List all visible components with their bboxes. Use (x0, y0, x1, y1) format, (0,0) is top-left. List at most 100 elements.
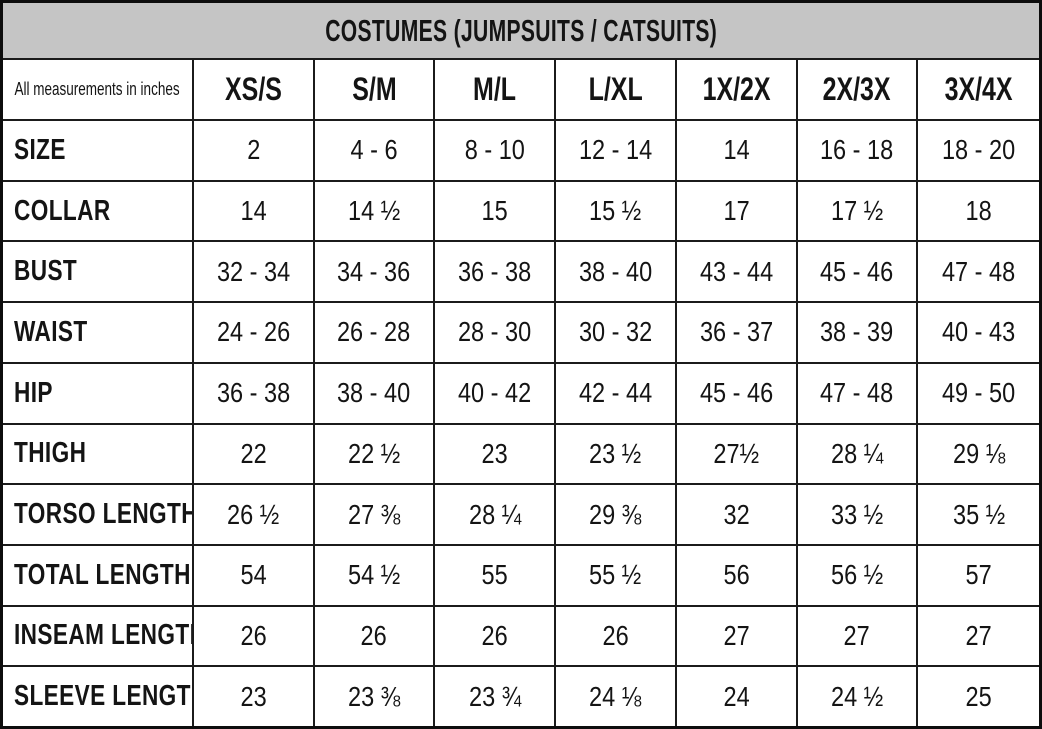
row-label: WAIST (14, 315, 88, 348)
table-cell: 55 (435, 545, 557, 605)
table-cell: 22 ½ (315, 424, 436, 484)
table-cell: 54 (194, 545, 315, 605)
table-cell: 18 - 20 (942, 134, 1016, 166)
table-cell: 57 (965, 559, 992, 591)
measurement-note-cell: All measurements in inches (3, 60, 194, 119)
row-label: THIGH (14, 437, 87, 470)
row-label: SIZE (14, 133, 66, 166)
table-cell: 56 (677, 545, 798, 605)
table-cell: 23 (194, 667, 315, 727)
row-label-cell: BUST (3, 242, 194, 302)
row-label: TOTAL LENGTH (14, 558, 191, 591)
table-row-thigh: THIGH 22 22 ½ 23 23 ½ 27½ 28 ¼ 29 ⅛ (3, 424, 1039, 486)
table-cell: 23 ¾ (435, 667, 557, 727)
row-label: TORSO LENGTH (14, 498, 194, 531)
table-row-waist: WAIST 24 - 26 26 - 28 28 - 30 30 - 32 36… (3, 303, 1039, 364)
row-label-cell: TORSO LENGTH (3, 485, 194, 544)
table-cell: 18 (965, 195, 992, 227)
column-header-label: M/L (473, 71, 517, 107)
table-cell: 12 - 14 (556, 121, 677, 180)
table-cell: 14 (194, 181, 315, 241)
column-header-l-xl: L/XL (556, 60, 677, 119)
table-cell: 15 ½ (556, 181, 677, 241)
column-header-m-l: M/L (435, 60, 557, 119)
table-cell: 29 ⅜ (556, 485, 677, 544)
row-label-cell: TOTAL LENGTH (3, 545, 194, 605)
table-cell: 47 - 48 (942, 255, 1016, 287)
row-label: COLLAR (14, 194, 111, 227)
table-cell: 27½ (677, 424, 798, 484)
table-cell: 33 ½ (798, 485, 919, 544)
table-cell: 27 (798, 606, 919, 666)
table-cell: 27 ⅜ (315, 485, 436, 544)
table-title: COSTUMES (JUMPSUITS / CATSUITS) (325, 12, 717, 48)
column-header-label: 3X/4X (944, 71, 1013, 107)
column-header-3x-4x: 3X/4X (918, 60, 1039, 119)
table-cell: 26 (556, 606, 677, 666)
table-cell: 14 (677, 121, 798, 180)
table-cell: 24 ½ (798, 667, 919, 727)
table-cell: 45 - 46 (798, 242, 919, 302)
table-cell: 35 ½ (952, 498, 1005, 530)
table-cell: 23 ⅜ (315, 667, 436, 727)
table-cell: 42 - 44 (556, 363, 677, 423)
table-cell: 45 - 46 (677, 363, 798, 423)
table-row-hip: HIP 36 - 38 38 - 40 40 - 42 42 - 44 45 -… (3, 363, 1039, 425)
column-header-s-m: S/M (315, 60, 436, 119)
table-cell: 47 - 48 (798, 363, 919, 423)
row-label-cell: THIGH (3, 424, 194, 484)
column-header-2x-3x: 2X/3X (798, 60, 919, 119)
table-row-total-length: TOTAL LENGTH 54 54 ½ 55 55 ½ 56 56 ½ 57 (3, 545, 1039, 607)
row-label-cell: COLLAR (3, 181, 194, 241)
table-cell: 26 (435, 606, 557, 666)
table-cell: 27 (677, 606, 798, 666)
row-label-cell: SLEEVE LENGTH (3, 667, 194, 727)
table-cell: 25 (965, 680, 992, 712)
table-cell: 43 - 44 (677, 242, 798, 302)
row-label-cell: SIZE (3, 121, 194, 180)
table-cell: 23 ½ (556, 424, 677, 484)
table-cell: 8 - 10 (435, 121, 557, 180)
row-label-cell: WAIST (3, 303, 194, 362)
column-header-label: 2X/3X (822, 71, 891, 107)
measurement-note: All measurements in inches (14, 79, 181, 99)
table-cell: 38 - 39 (798, 303, 919, 362)
table-row-sleeve-length: SLEEVE LENGTH 23 23 ⅜ 23 ¾ 24 ⅛ 24 24 ½ … (3, 667, 1039, 727)
table-cell: 32 (677, 485, 798, 544)
table-cell: 26 ½ (194, 485, 315, 544)
table-cell: 40 - 42 (435, 363, 557, 423)
table-cell: 28 - 30 (435, 303, 557, 362)
column-header-label: L/XL (588, 71, 643, 107)
table-row-collar: COLLAR 14 14 ½ 15 15 ½ 17 17 ½ 18 (3, 181, 1039, 243)
row-label: INSEAM LENGTH (14, 619, 194, 652)
table-title-bar: COSTUMES (JUMPSUITS / CATSUITS) (3, 3, 1039, 60)
table-cell: 34 - 36 (315, 242, 436, 302)
column-header-1x-2x: 1X/2X (677, 60, 798, 119)
table-cell: 29 ⅛ (952, 437, 1005, 469)
row-label-cell: HIP (3, 363, 194, 423)
table-cell: 49 - 50 (942, 377, 1016, 409)
column-header-xs-s: XS/S (194, 60, 315, 119)
column-header-label: 1X/2X (702, 71, 771, 107)
row-label: SLEEVE LENGTH (14, 680, 194, 713)
table-cell: 36 - 37 (677, 303, 798, 362)
table-cell: 28 ¼ (435, 485, 557, 544)
table-cell: 16 - 18 (798, 121, 919, 180)
table-cell: 38 - 40 (315, 363, 436, 423)
table-cell: 40 - 43 (942, 316, 1016, 348)
table-cell: 22 (194, 424, 315, 484)
table-cell: 54 ½ (315, 545, 436, 605)
column-header-label: S/M (351, 71, 397, 107)
table-cell: 2 (194, 121, 315, 180)
table-row-size: SIZE 2 4 - 6 8 - 10 12 - 14 14 16 - 18 1… (3, 121, 1039, 182)
table-row-bust: BUST 32 - 34 34 - 36 36 - 38 38 - 40 43 … (3, 242, 1039, 304)
table-cell: 26 (315, 606, 436, 666)
table-cell: 14 ½ (315, 181, 436, 241)
table-row-inseam-length: INSEAM LENGTH 26 26 26 26 27 27 27 (3, 606, 1039, 668)
table-cell: 4 - 6 (315, 121, 436, 180)
table-cell: 15 (435, 181, 557, 241)
table-cell: 23 (435, 424, 557, 484)
table-cell: 30 - 32 (556, 303, 677, 362)
table-cell: 24 ⅛ (556, 667, 677, 727)
